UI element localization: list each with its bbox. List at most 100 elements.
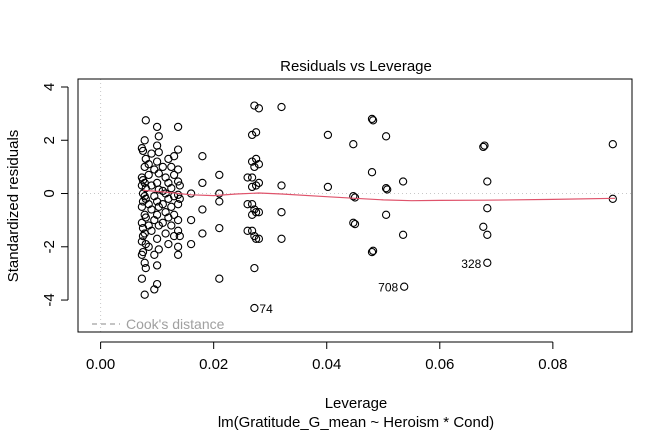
x-tick-label: 0.06: [425, 356, 454, 373]
data-point: [173, 190, 183, 199]
data-point: [141, 263, 150, 273]
point-label: 328: [461, 257, 481, 271]
data-point: [368, 246, 378, 255]
data-point: [198, 205, 207, 214]
data-point: [152, 210, 162, 219]
y-tick-label: -2: [41, 240, 58, 253]
y-axis-label: Standardized residuals: [5, 130, 22, 283]
data-point: [367, 168, 377, 177]
data-point: [173, 200, 183, 209]
data-point: [247, 200, 257, 209]
data-point: [158, 162, 167, 172]
data-point: [381, 184, 391, 193]
data-point: [323, 182, 333, 192]
data-point: [141, 239, 150, 249]
data-point: [137, 218, 147, 227]
data-point: [175, 181, 184, 190]
data-point: [198, 152, 207, 161]
data-point: [198, 229, 207, 238]
data-point: [186, 215, 196, 225]
data-point: [147, 149, 156, 158]
data-point: [250, 162, 259, 172]
data-point: [215, 274, 224, 283]
data-point: [367, 114, 377, 124]
data-point: [167, 221, 176, 230]
data-point: [138, 247, 148, 257]
smoother-line: [142, 189, 616, 202]
data-point: [173, 242, 183, 251]
point-label: 74: [259, 302, 273, 316]
data-point: [140, 136, 149, 145]
data-point: [152, 122, 162, 132]
data-point: [158, 218, 167, 227]
data-point: [150, 165, 159, 174]
data-point: [350, 193, 360, 202]
data-point: [140, 229, 149, 238]
data-point: [144, 170, 153, 180]
data-point: [251, 208, 261, 217]
x-tick-label: 0.02: [199, 356, 228, 373]
data-point: [483, 177, 492, 186]
data-point: [400, 282, 409, 291]
data-point: [173, 122, 183, 132]
data-point: [147, 205, 156, 214]
data-point: [154, 148, 163, 157]
data-point: [215, 197, 224, 206]
data-point: [173, 215, 183, 225]
data-point: [152, 157, 162, 166]
x-tick-label: 0.00: [86, 356, 115, 373]
data-point: [243, 200, 252, 209]
data-point: [349, 192, 358, 201]
y-tick-label: -4: [41, 293, 58, 306]
data-point: [173, 145, 183, 154]
data-point: [323, 130, 333, 140]
data-point: [349, 140, 358, 149]
data-point: [608, 140, 617, 149]
data-point: [152, 234, 162, 243]
data-point: [398, 177, 408, 186]
data-point: [480, 141, 489, 150]
data-point: [144, 160, 153, 169]
reference-lines: [78, 79, 632, 332]
data-point: [349, 218, 358, 227]
data-point: [483, 258, 492, 267]
x-tick-label: 0.04: [312, 356, 341, 373]
y-tick-label: 0: [41, 189, 58, 197]
data-point: [152, 141, 162, 150]
data-point: [147, 226, 156, 235]
data-point: [167, 184, 176, 193]
data-point: [152, 261, 162, 270]
data-point: [137, 274, 147, 283]
data-point: [154, 132, 163, 141]
data-point: [150, 250, 159, 259]
data-point: [483, 230, 492, 239]
data-point: [186, 239, 196, 249]
data-point: [247, 182, 257, 192]
data-point: [277, 234, 286, 243]
data-point: [169, 170, 179, 180]
data-point: [215, 223, 224, 233]
data-point: [254, 234, 264, 243]
data-point: [479, 142, 488, 152]
data-point: [173, 177, 183, 186]
data-point: [175, 231, 184, 241]
data-point: [161, 229, 170, 238]
data-point: [140, 290, 149, 299]
y-axis: -4 -2 0 2 4: [41, 83, 69, 307]
data-point: [247, 226, 257, 235]
data-point: [277, 208, 286, 217]
data-point: [154, 245, 163, 254]
data-point: [215, 170, 224, 180]
data-point: [141, 213, 150, 222]
data-point: [398, 230, 408, 239]
data-point: [247, 173, 257, 182]
data-point: [169, 210, 179, 219]
chart-subtitle: lm(Gratitude_G_mean ~ Heroism * Cond): [218, 414, 494, 431]
data-point: [350, 219, 360, 229]
data-point: [173, 226, 183, 235]
data-point: [140, 258, 149, 267]
data-point: [164, 239, 173, 249]
point-label: 708: [378, 281, 398, 295]
data-point: [175, 194, 184, 203]
